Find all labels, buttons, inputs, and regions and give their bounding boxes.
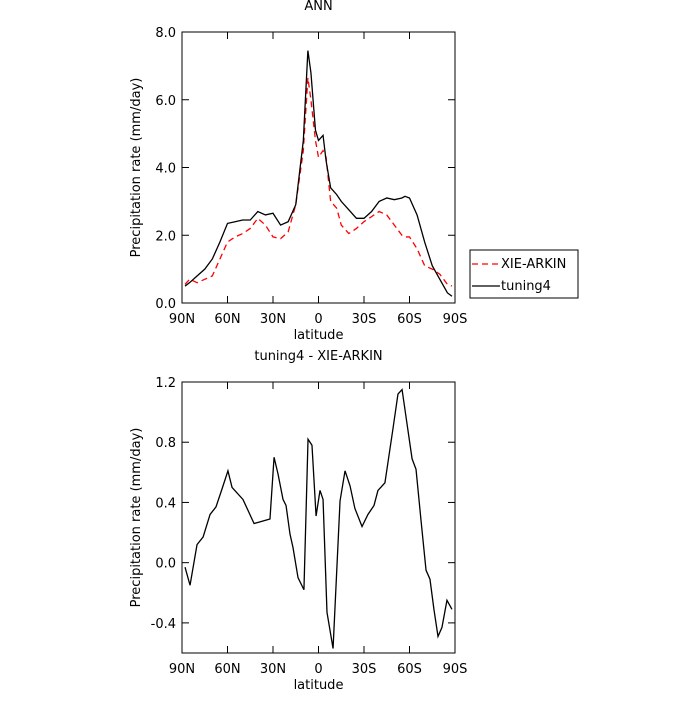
legend-label: tuning4 [501,279,551,294]
y-tick-label: 6.0 [155,94,176,109]
y-tick-label: 8.0 [155,26,176,41]
x-tick-label: 90S [443,312,468,327]
y-axis-label: Precipitation rate (mm/day) [129,78,144,258]
y-tick-label: 2.0 [155,229,176,244]
y-tick-label: 4.0 [155,162,176,177]
x-axis-label: latitude [294,678,344,693]
x-tick-label: 60N [214,312,240,327]
y-tick-label: -0.4 [151,617,176,632]
data-line [184,50,453,297]
x-tick-label: 30N [260,662,286,677]
x-tick-label: 30S [352,312,377,327]
chart-title: ANN [304,0,332,14]
data-line [184,77,453,287]
y-tick-label: 0.4 [155,496,176,511]
y-tick-label: 1.2 [155,376,176,391]
plot-frame [181,381,456,654]
x-tick-label: 0 [314,662,322,677]
chart-title: tuning4 - XIE-ARKIN [254,349,382,364]
x-tick-label: 90S [443,662,468,677]
x-tick-label: 30N [260,312,286,327]
x-tick-label: 60S [397,662,422,677]
x-tick-label: 60S [397,312,422,327]
x-axis-label: latitude [294,328,344,343]
legend-box [469,249,579,299]
y-tick-label: 0.8 [155,436,176,451]
plot-frame [181,31,456,304]
y-axis-label: Precipitation rate (mm/day) [129,428,144,608]
x-tick-label: 90N [169,312,195,327]
y-tick-label: 0.0 [155,557,176,572]
x-tick-label: 90N [169,662,195,677]
x-tick-label: 0 [314,312,322,327]
data-line [184,388,453,649]
legend-label: XIE-ARKIN [501,257,566,272]
x-tick-label: 60N [214,662,240,677]
x-tick-label: 30S [352,662,377,677]
y-tick-label: 0.0 [155,297,176,312]
